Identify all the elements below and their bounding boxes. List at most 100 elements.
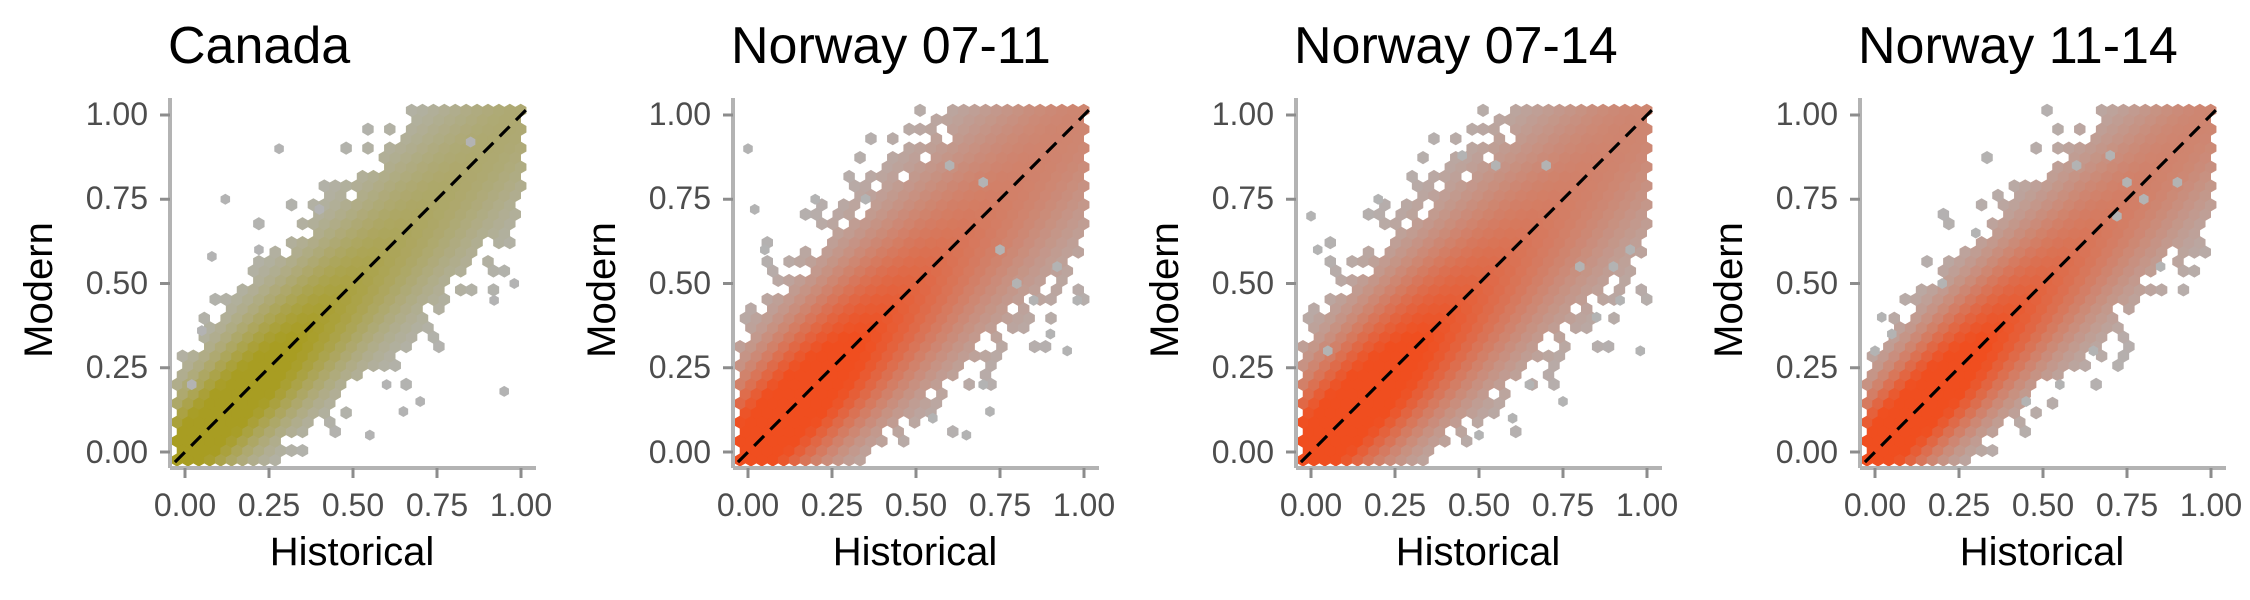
- hexbin-cell: [777, 415, 790, 429]
- hexbin-cell: [1406, 453, 1418, 467]
- hexbin-cell: [952, 151, 964, 165]
- hexbin-cell: [897, 396, 910, 410]
- hexbin-cell: [236, 396, 249, 410]
- hexbin-cell: [903, 198, 915, 212]
- hexbin-cell: [1422, 179, 1435, 193]
- hexbin-cell: [1390, 425, 1402, 439]
- hexbin-cell: [930, 321, 943, 335]
- hexbin-cell: [1450, 207, 1462, 221]
- hexbin-cell: [865, 340, 877, 354]
- hexbin-cell: [1460, 245, 1473, 259]
- hexbin-cell: [1504, 302, 1517, 316]
- hexbin-cell: [919, 377, 932, 391]
- hexbin-cell: [1975, 273, 1988, 288]
- hexbin-cell: [345, 264, 358, 278]
- hexbin-cell: [854, 453, 866, 467]
- hexbin-cell: [1460, 207, 1473, 221]
- hexbin-cell: [1428, 377, 1440, 391]
- hexbin-outlier: [928, 412, 938, 424]
- hexbin-cell: [405, 160, 418, 174]
- hexbin-cell: [930, 207, 943, 221]
- hexbin-cell: [1559, 207, 1571, 221]
- hexbin-cell: [1373, 321, 1386, 335]
- hexbin-cell: [772, 330, 784, 344]
- hexbin-cell: [1926, 396, 1939, 410]
- hexbin-cell: [1997, 254, 2010, 269]
- hexbin-cell: [1932, 349, 1944, 363]
- hexbin-cell: [876, 245, 888, 259]
- hexbin-cell: [1351, 377, 1364, 391]
- hexbin-cell: [2188, 169, 2201, 184]
- hexbin-cell: [2101, 169, 2113, 184]
- hexbin-cell: [2030, 254, 2042, 269]
- hexbin-cell: [1986, 425, 1999, 439]
- hexbin-cell: [2144, 207, 2157, 221]
- hexbin-cell: [827, 236, 839, 250]
- hexbin-cell: [1482, 264, 1495, 278]
- hexbin-cell: [1308, 396, 1320, 410]
- hexbin-cell: [1039, 132, 1052, 146]
- hexbin-outlier: [1507, 412, 1518, 424]
- panel-title: Canada: [168, 17, 350, 75]
- hexbin-cell: [1482, 207, 1495, 221]
- hexbin-cell: [914, 387, 926, 401]
- hexbin-cell: [936, 273, 948, 288]
- hexbin-cell: [504, 141, 516, 155]
- hexbin-cell: [1597, 198, 1609, 212]
- hexbin-cell: [394, 141, 407, 155]
- hexbin-cell: [1477, 254, 1489, 269]
- hexbin-cell: [1937, 321, 1950, 335]
- hexbin-cell: [2106, 311, 2119, 325]
- x-tick-label: 0.50: [322, 487, 384, 523]
- hexbin-cell: [1390, 236, 1402, 250]
- hexbin-cell: [887, 358, 899, 373]
- hexbin-cell: [307, 236, 320, 250]
- hexbin-cell: [756, 415, 768, 429]
- hexbin-cell: [1368, 254, 1380, 269]
- hexbin-cell: [1542, 122, 1555, 136]
- hexbin-cell: [378, 264, 391, 278]
- hexbin-cell: [384, 160, 396, 174]
- hexbin-cell: [2166, 207, 2179, 221]
- hexbin-cell: [1510, 425, 1522, 439]
- hexbin-cell: [930, 302, 943, 316]
- hexbin-cell: [843, 377, 855, 391]
- hexbin-cell: [1466, 179, 1478, 193]
- hexbin-cell: [171, 396, 183, 410]
- hexbin-cell: [2019, 236, 2031, 250]
- hexbin-cell: [1422, 217, 1435, 231]
- hexbin-outlier: [1045, 328, 1056, 340]
- hexbin-cell: [1428, 396, 1440, 410]
- hexbin-cell: [990, 349, 1003, 363]
- hexbin-cell: [274, 292, 287, 306]
- hexbin-cell: [925, 217, 937, 231]
- hexbin-cell: [1017, 302, 1030, 316]
- hexbin-cell: [1351, 434, 1364, 448]
- hexbin-cell: [1548, 358, 1560, 373]
- hexbin-cell: [2139, 254, 2151, 269]
- hexbin-cell: [1433, 387, 1446, 401]
- panel-title: Norway 07-14: [1294, 17, 1618, 75]
- hexbin-cell: [193, 453, 205, 467]
- hexbin-cell: [1861, 415, 1873, 429]
- hexbin-cell: [394, 254, 407, 269]
- hexbin-cell: [220, 292, 232, 306]
- hexbin-cell: [1493, 113, 1506, 127]
- hexbin-cell: [460, 122, 472, 136]
- hexbin-cell: [1932, 330, 1944, 344]
- hexbin-cell: [1028, 132, 1041, 146]
- hexbin-cell: [1866, 387, 1879, 401]
- hexbin-cell: [329, 387, 341, 401]
- hexbin-cell: [996, 132, 1008, 146]
- hexbin-cell: [214, 358, 227, 373]
- hexbin-cell: [1630, 179, 1642, 193]
- hexbin-cell: [438, 236, 451, 250]
- hexbin-cell: [1444, 292, 1457, 306]
- hexbin-outlier: [1052, 261, 1062, 273]
- hexbin-cell: [487, 151, 500, 165]
- hexbin-cell: [2019, 311, 2031, 325]
- hexbin-cell: [1471, 188, 1484, 202]
- hexbin-cell: [1872, 415, 1884, 429]
- hexbin-cell: [1943, 368, 1955, 382]
- hexbin-cell: [1400, 387, 1413, 401]
